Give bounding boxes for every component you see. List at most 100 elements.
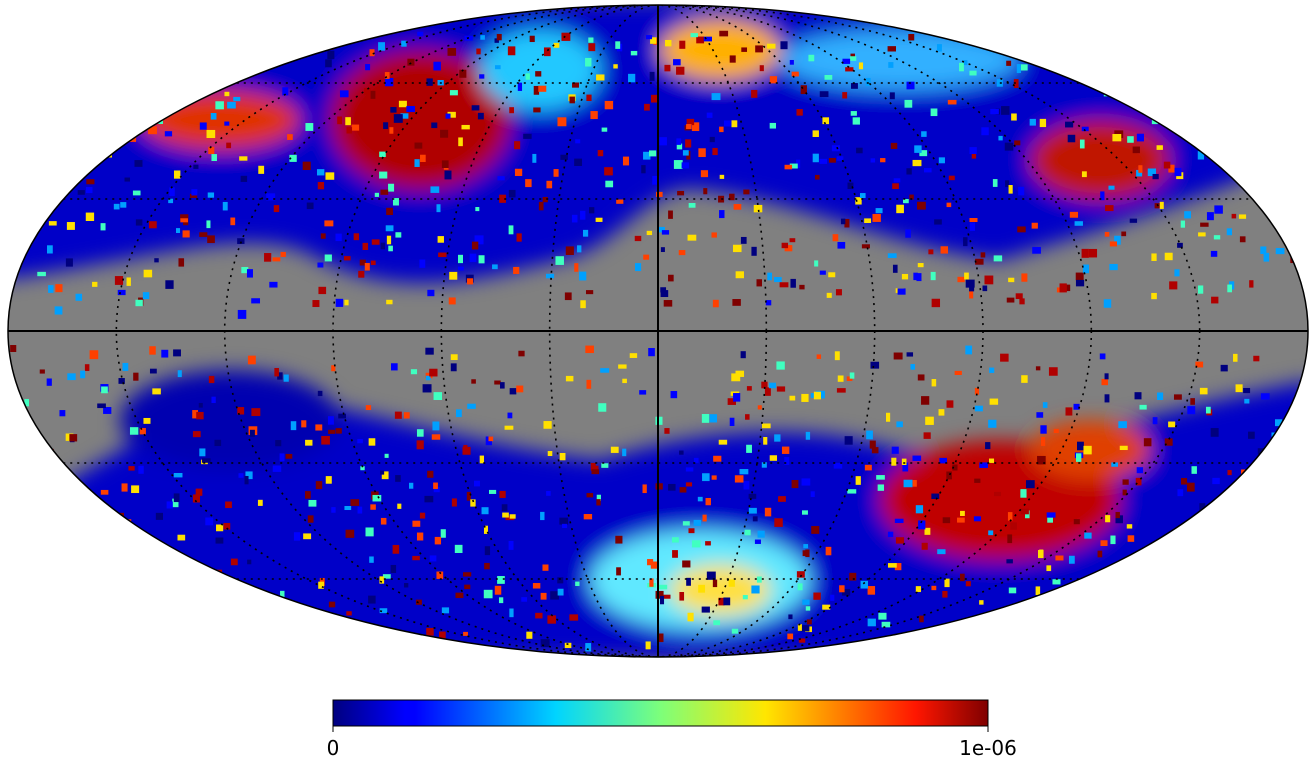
speckle — [414, 142, 423, 149]
speckle — [230, 558, 238, 566]
speckle — [1115, 515, 1123, 524]
speckle — [429, 368, 438, 377]
speckle — [825, 546, 832, 556]
speckle — [706, 112, 713, 118]
speckle — [449, 90, 458, 96]
speckle — [697, 496, 703, 502]
speckle — [210, 60, 216, 65]
speckle — [1008, 185, 1013, 194]
speckle — [819, 270, 826, 275]
speckle — [441, 160, 449, 169]
speckle — [834, 351, 840, 361]
speckle — [425, 347, 434, 355]
speckle — [30, 139, 38, 145]
speckle — [360, 466, 365, 471]
speckle — [66, 222, 75, 230]
speckle — [616, 199, 624, 204]
speckle — [33, 513, 38, 520]
speckle — [509, 107, 514, 114]
speckle — [211, 154, 217, 162]
speckle — [713, 620, 721, 626]
speckle — [733, 393, 741, 402]
speckle — [10, 345, 17, 352]
speckle — [307, 515, 314, 523]
speckle — [25, 199, 32, 206]
speckle — [893, 352, 903, 360]
speckle — [553, 169, 559, 177]
speckle — [1286, 165, 1293, 173]
speckle — [277, 372, 283, 380]
speckle — [893, 178, 901, 183]
speckle — [158, 569, 163, 576]
speckle — [647, 559, 654, 566]
speckle — [514, 168, 523, 176]
speckle — [189, 193, 198, 198]
speckle — [324, 254, 332, 262]
speckle — [216, 55, 223, 60]
speckle — [1241, 586, 1248, 596]
speckle — [509, 388, 517, 395]
speckle — [800, 625, 810, 632]
speckle — [789, 163, 798, 169]
speckle — [753, 204, 763, 213]
speckle — [87, 575, 95, 585]
speckle — [679, 450, 684, 455]
speckle — [466, 491, 471, 501]
speckle — [1155, 641, 1162, 648]
speckle — [131, 58, 138, 66]
speckle — [822, 117, 830, 125]
speckle — [1260, 393, 1270, 400]
speckle — [952, 464, 958, 471]
speckle — [492, 264, 498, 270]
speckle — [860, 580, 869, 589]
speckle — [664, 64, 671, 72]
speckle — [685, 467, 694, 472]
speckle — [247, 559, 252, 565]
speckle — [308, 499, 317, 507]
speckle — [92, 281, 98, 287]
speckle — [912, 480, 917, 487]
speckle — [769, 455, 778, 461]
speckle — [543, 47, 551, 57]
speckle — [80, 370, 86, 379]
speckle — [718, 195, 725, 203]
speckle — [796, 159, 801, 169]
speckle — [21, 164, 30, 173]
speckle — [965, 345, 973, 355]
speckle — [113, 59, 121, 67]
speckle — [942, 590, 948, 598]
speckle — [10, 431, 16, 440]
speckle — [628, 73, 636, 83]
speckle — [201, 75, 209, 81]
speckle — [906, 352, 914, 357]
speckle — [998, 135, 1003, 141]
speckle — [1291, 93, 1296, 102]
speckle — [145, 116, 151, 125]
speckle — [216, 524, 224, 532]
speckle — [988, 530, 994, 536]
speckle — [165, 280, 174, 289]
speckle — [114, 276, 124, 285]
speckle — [701, 413, 710, 423]
speckle — [285, 453, 293, 459]
speckle — [1105, 205, 1114, 212]
speckle — [419, 259, 426, 268]
speckle — [564, 642, 572, 649]
speckle — [75, 90, 81, 99]
speckle — [888, 62, 894, 68]
speckle — [192, 494, 200, 503]
speckle — [41, 83, 49, 88]
speckle — [1065, 407, 1073, 416]
speckle — [198, 402, 203, 408]
speckle — [1187, 132, 1193, 140]
speckle — [1193, 612, 1198, 618]
speckle — [963, 60, 968, 66]
speckle — [1239, 236, 1246, 243]
speckle — [82, 117, 88, 122]
speckle — [1046, 565, 1052, 572]
speckle — [86, 179, 95, 185]
speckle — [1155, 610, 1165, 619]
speckle — [1226, 228, 1233, 236]
speckle — [210, 112, 217, 120]
speckle — [28, 614, 34, 623]
